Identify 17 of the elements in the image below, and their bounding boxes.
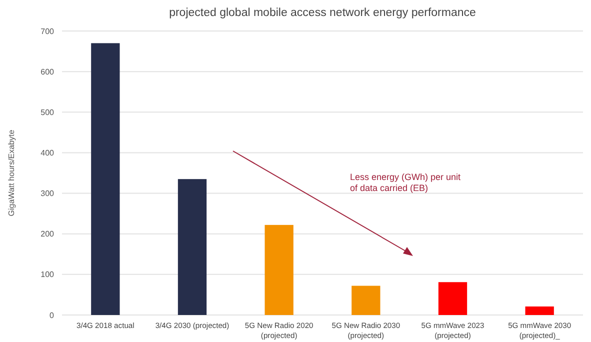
y-tick-label: 200: [40, 230, 55, 239]
y-tick-label: 300: [40, 189, 55, 198]
y-tick-label: 400: [40, 148, 55, 158]
bar: [525, 306, 554, 315]
y-tick-label: 100: [40, 270, 55, 280]
y-tick-label: 700: [40, 26, 55, 36]
bar: [352, 286, 380, 315]
y-axis-title: GigaWatt hours/Exabyte: [7, 129, 16, 216]
bar: [178, 179, 207, 315]
bar: [91, 43, 120, 315]
chart-title: projected global mobile access network energy performance: [169, 7, 476, 19]
y-tick-label: 500: [40, 108, 55, 117]
bar: [438, 282, 468, 315]
y-tick-label: 0: [50, 310, 55, 320]
bar: [264, 224, 294, 315]
y-tick-label: 600: [40, 67, 55, 76]
annotation: Less energy (GWh) per unit of data carried (EB): [350, 172, 462, 193]
